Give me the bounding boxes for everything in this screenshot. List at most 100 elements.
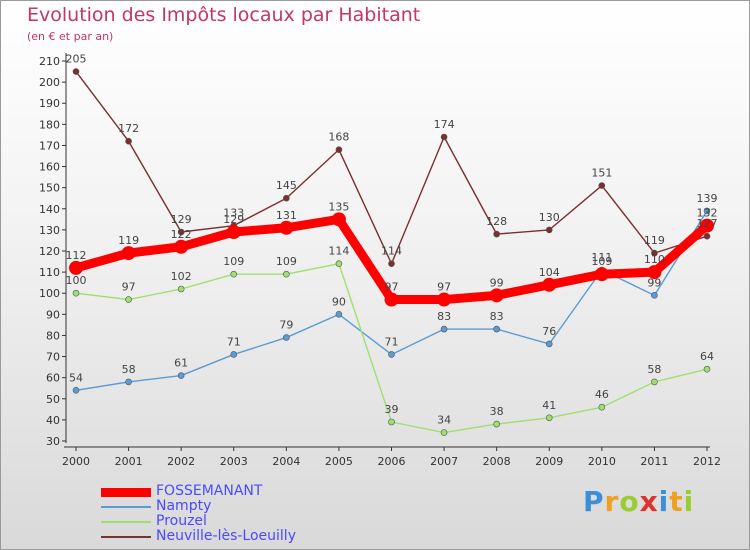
y-tick-label: 170 bbox=[39, 139, 60, 152]
data-label-nampty: 71 bbox=[227, 335, 241, 348]
data-point-prouzel bbox=[598, 403, 606, 411]
data-label-nampty: 90 bbox=[332, 295, 346, 308]
legend-label: Prouzel bbox=[156, 513, 207, 529]
x-tick-label: 2007 bbox=[430, 455, 458, 468]
data-point-neuville-les-loeuilly bbox=[125, 137, 132, 145]
legend-swatch bbox=[101, 506, 151, 508]
data-label-nampty: 58 bbox=[122, 363, 136, 376]
data-point-fossemanant bbox=[594, 267, 609, 282]
data-label-neuville-les-loeuilly: 205 bbox=[66, 53, 87, 66]
x-tick-label: 2003 bbox=[220, 455, 248, 468]
data-point-prouzel bbox=[493, 420, 500, 428]
y-tick-label: 80 bbox=[46, 329, 60, 342]
data-label-nampty: 99 bbox=[647, 276, 661, 289]
data-point-neuville-les-loeuilly bbox=[388, 260, 395, 267]
data-point-prouzel bbox=[703, 365, 711, 373]
data-label-fossemanant: 99 bbox=[490, 276, 504, 289]
chart-title: Evolution des Impôts locaux par Habitant bbox=[27, 4, 421, 26]
x-tick-label: 2000 bbox=[62, 455, 90, 468]
data-label-nampty: 139 bbox=[697, 192, 718, 205]
data-point-prouzel bbox=[177, 285, 185, 293]
proxiti-logo: Proxiti bbox=[583, 485, 694, 518]
data-label-fossemanant: 132 bbox=[697, 207, 718, 220]
chart-subtitle: (en € et par an) bbox=[27, 30, 114, 43]
data-point-fossemanant bbox=[121, 246, 136, 261]
data-label-nampty: 83 bbox=[490, 310, 504, 323]
logo-letter: o bbox=[619, 485, 640, 518]
y-tick-label: 190 bbox=[39, 97, 60, 110]
data-label-fossemanant: 97 bbox=[437, 281, 451, 294]
data-label-fossemanant: 109 bbox=[591, 255, 612, 268]
y-tick-label: 120 bbox=[39, 245, 60, 258]
y-tick-label: 30 bbox=[46, 435, 60, 448]
y-tick-label: 140 bbox=[39, 203, 60, 216]
data-point-nampty bbox=[335, 311, 343, 318]
x-tick-label: 2009 bbox=[535, 455, 563, 468]
data-point-fossemanant bbox=[69, 260, 83, 275]
data-point-nampty bbox=[388, 351, 395, 358]
y-tick-label: 90 bbox=[46, 308, 60, 321]
data-point-fossemanant bbox=[384, 292, 399, 307]
data-point-neuville-les-loeuilly bbox=[703, 232, 711, 240]
data-label-neuville-les-loeuilly: 168 bbox=[328, 131, 349, 144]
x-tick-label: 2006 bbox=[378, 455, 406, 468]
data-point-fossemanant bbox=[279, 220, 294, 235]
data-label-fossemanant: 122 bbox=[171, 228, 192, 241]
y-tick-label: 70 bbox=[46, 351, 60, 364]
y-tick-label: 100 bbox=[39, 287, 60, 300]
data-label-prouzel: 38 bbox=[490, 405, 504, 418]
data-label-fossemanant: 110 bbox=[644, 253, 665, 266]
data-label-prouzel: 114 bbox=[328, 245, 349, 258]
y-tick-label: 210 bbox=[39, 55, 60, 68]
x-tick-label: 2010 bbox=[588, 455, 616, 468]
data-point-fossemanant bbox=[700, 218, 714, 233]
x-tick-label: 2008 bbox=[483, 455, 511, 468]
x-tick-label: 2001 bbox=[115, 455, 143, 468]
data-point-nampty bbox=[651, 292, 658, 299]
data-label-prouzel: 102 bbox=[171, 270, 192, 283]
data-label-nampty: 111 bbox=[591, 251, 612, 264]
data-point-neuville-les-loeuilly bbox=[598, 182, 606, 189]
data-label-prouzel: 46 bbox=[595, 388, 609, 401]
data-point-nampty bbox=[72, 387, 80, 394]
data-label-prouzel: 109 bbox=[276, 255, 297, 268]
data-label-fossemanant: 97 bbox=[385, 281, 399, 294]
data-point-prouzel bbox=[230, 270, 238, 278]
data-label-neuville-les-loeuilly: 172 bbox=[118, 122, 139, 135]
data-point-prouzel bbox=[72, 289, 80, 297]
data-point-nampty bbox=[440, 325, 448, 333]
data-point-nampty bbox=[545, 340, 553, 348]
data-label-nampty: 61 bbox=[174, 357, 188, 370]
data-point-neuville-les-loeuilly bbox=[177, 228, 185, 236]
data-label-neuville-les-loeuilly: 133 bbox=[223, 207, 244, 220]
data-point-neuville-les-loeuilly bbox=[545, 226, 553, 234]
logo-letter: r bbox=[604, 485, 620, 518]
legend-label: Neuville-lès-Loeuilly bbox=[156, 528, 296, 544]
data-point-nampty bbox=[493, 325, 500, 333]
data-label-prouzel: 39 bbox=[385, 403, 399, 416]
data-point-neuville-les-loeuilly bbox=[651, 249, 658, 257]
y-tick-label: 150 bbox=[39, 182, 60, 195]
data-label-fossemanant: 112 bbox=[66, 249, 87, 262]
data-label-neuville-les-loeuilly: 114 bbox=[381, 245, 402, 258]
y-tick-label: 50 bbox=[46, 393, 60, 406]
data-point-neuville-les-loeuilly bbox=[283, 194, 290, 202]
data-point-fossemanant bbox=[489, 288, 504, 303]
y-tick-label: 110 bbox=[39, 266, 60, 279]
data-point-nampty bbox=[177, 372, 185, 379]
data-point-prouzel bbox=[125, 296, 132, 303]
logo-letter: P bbox=[583, 485, 605, 518]
data-label-nampty: 83 bbox=[437, 310, 451, 323]
data-point-neuville-les-loeuilly bbox=[440, 133, 448, 141]
data-label-prouzel: 97 bbox=[122, 281, 136, 294]
data-label-fossemanant: 131 bbox=[276, 209, 297, 222]
data-point-nampty bbox=[283, 334, 290, 341]
legend-swatch bbox=[101, 488, 151, 497]
legend-swatch bbox=[101, 536, 151, 538]
data-point-prouzel bbox=[388, 418, 395, 426]
y-tick-label: 40 bbox=[46, 414, 60, 427]
y-tick-label: 130 bbox=[39, 224, 60, 237]
data-label-neuville-les-loeuilly: 127 bbox=[697, 217, 718, 230]
data-point-nampty bbox=[125, 378, 132, 386]
